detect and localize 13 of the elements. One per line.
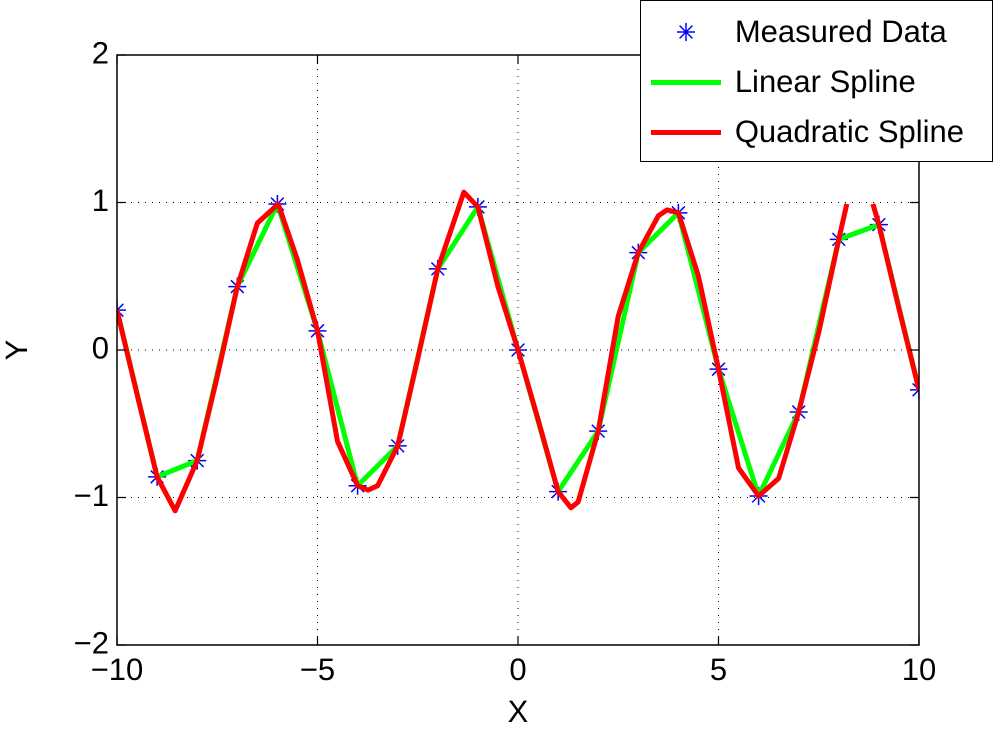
legend-label: Quadratic Spline [734, 114, 964, 150]
y-tick-label: 1 [92, 183, 109, 218]
y-axis-title: Y [0, 340, 34, 360]
legend-label: Linear Spline [734, 64, 916, 100]
x-tick-label: 10 [902, 652, 936, 688]
y-tick-label: 0 [92, 330, 109, 366]
x-axis-title: X [508, 694, 529, 729]
x-tick-label: 0 [509, 652, 527, 688]
y-tick-label: −1 [74, 478, 109, 514]
y-tick-label: 2 [92, 36, 109, 71]
x-tick-label: 5 [710, 652, 728, 688]
legend-label: Measured Data [734, 14, 947, 50]
x-tick-label: −5 [300, 652, 336, 688]
